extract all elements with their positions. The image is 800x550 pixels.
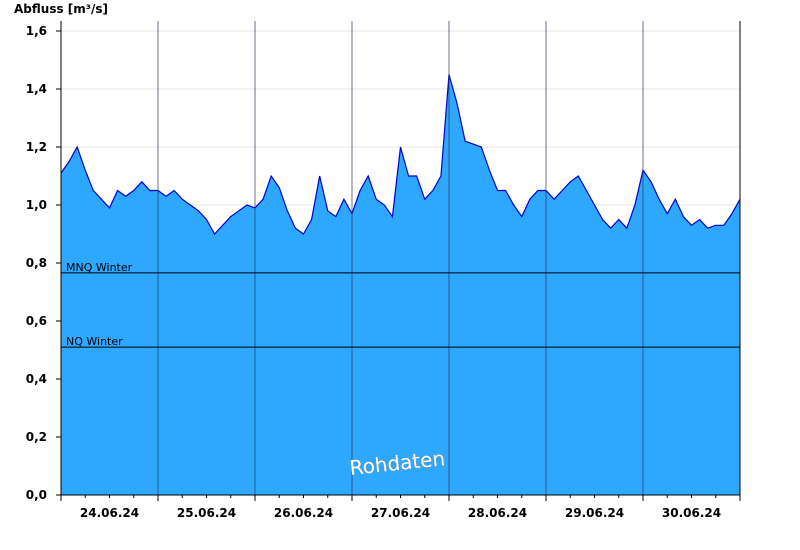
- reference-label: MNQ Winter: [66, 261, 133, 274]
- line: [60, 74, 741, 236]
- y-tick-label: 0,8: [26, 256, 47, 270]
- y-tick-label: 0,0: [26, 488, 47, 502]
- y-tick-label: 0,2: [26, 430, 47, 444]
- y-tick-label: 0,6: [26, 314, 47, 328]
- x-tick-label: 25.06.24: [177, 506, 236, 520]
- y-tick-label: 1,0: [26, 198, 47, 212]
- x-tick-label: 30.06.24: [662, 506, 721, 520]
- y-tick-label: 1,2: [26, 140, 47, 154]
- reference-label: NQ Winter: [66, 335, 123, 348]
- x-tick-label: 24.06.24: [80, 506, 139, 520]
- y-tick-label: 1,6: [26, 24, 47, 38]
- area: [61, 74, 740, 495]
- y-tick-label: 0,4: [26, 372, 47, 386]
- y-tick-label: 1,4: [26, 82, 47, 96]
- chart-title: Abfluss [m³/s]: [14, 2, 108, 16]
- x-tick-label: 27.06.24: [371, 506, 430, 520]
- x-tick-label: 26.06.24: [274, 506, 333, 520]
- x-tick-label: 28.06.24: [468, 506, 527, 520]
- x-tick-label: 29.06.24: [565, 506, 624, 520]
